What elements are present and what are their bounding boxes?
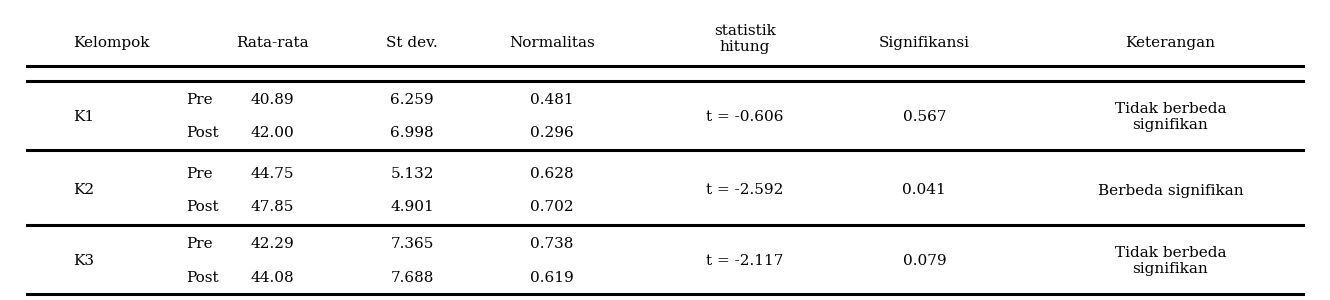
- Text: Post: Post: [186, 271, 219, 284]
- Text: 0.567: 0.567: [903, 110, 946, 124]
- Text: 47.85: 47.85: [251, 200, 294, 214]
- Text: 42.29: 42.29: [251, 238, 294, 251]
- Text: Signifikansi: Signifikansi: [879, 36, 970, 50]
- Text: 5.132: 5.132: [391, 167, 434, 181]
- Text: Pre: Pre: [186, 167, 213, 181]
- Text: K1: K1: [73, 110, 94, 124]
- Text: t = -0.606: t = -0.606: [706, 110, 783, 124]
- Text: 7.688: 7.688: [391, 271, 434, 284]
- Text: 0.041: 0.041: [903, 184, 946, 197]
- Text: 0.628: 0.628: [531, 167, 573, 181]
- Text: 0.481: 0.481: [531, 94, 573, 107]
- Text: 4.901: 4.901: [391, 200, 434, 214]
- Text: 0.079: 0.079: [903, 254, 946, 268]
- Text: 6.259: 6.259: [391, 94, 434, 107]
- Text: Pre: Pre: [186, 238, 213, 251]
- Text: Tidak berbeda
signifikan: Tidak berbeda signifikan: [1115, 246, 1226, 276]
- Text: St dev.: St dev.: [387, 36, 438, 50]
- Text: Keterangan: Keterangan: [1125, 36, 1216, 50]
- Text: Post: Post: [186, 200, 219, 214]
- Text: 40.89: 40.89: [251, 94, 294, 107]
- Text: Berbeda signifikan: Berbeda signifikan: [1097, 184, 1244, 197]
- Text: Tidak berbeda
signifikan: Tidak berbeda signifikan: [1115, 102, 1226, 132]
- Text: 44.75: 44.75: [251, 167, 294, 181]
- Text: statistik
hitung: statistik hitung: [714, 24, 775, 54]
- Text: 42.00: 42.00: [251, 127, 294, 140]
- Text: 0.619: 0.619: [531, 271, 573, 284]
- Text: 7.365: 7.365: [391, 238, 434, 251]
- Text: t = -2.592: t = -2.592: [706, 184, 783, 197]
- Text: 44.08: 44.08: [251, 271, 294, 284]
- Text: K2: K2: [73, 184, 94, 197]
- Text: 6.998: 6.998: [391, 127, 434, 140]
- Text: Kelompok: Kelompok: [73, 36, 150, 50]
- Text: t = -2.117: t = -2.117: [706, 254, 783, 268]
- Text: Post: Post: [186, 127, 219, 140]
- Text: Rata-rata: Rata-rata: [237, 36, 309, 50]
- Text: 0.738: 0.738: [531, 238, 573, 251]
- Text: K3: K3: [73, 254, 94, 268]
- Text: Normalitas: Normalitas: [509, 36, 595, 50]
- Text: Pre: Pre: [186, 94, 213, 107]
- Text: 0.702: 0.702: [531, 200, 573, 214]
- Text: 0.296: 0.296: [531, 127, 573, 140]
